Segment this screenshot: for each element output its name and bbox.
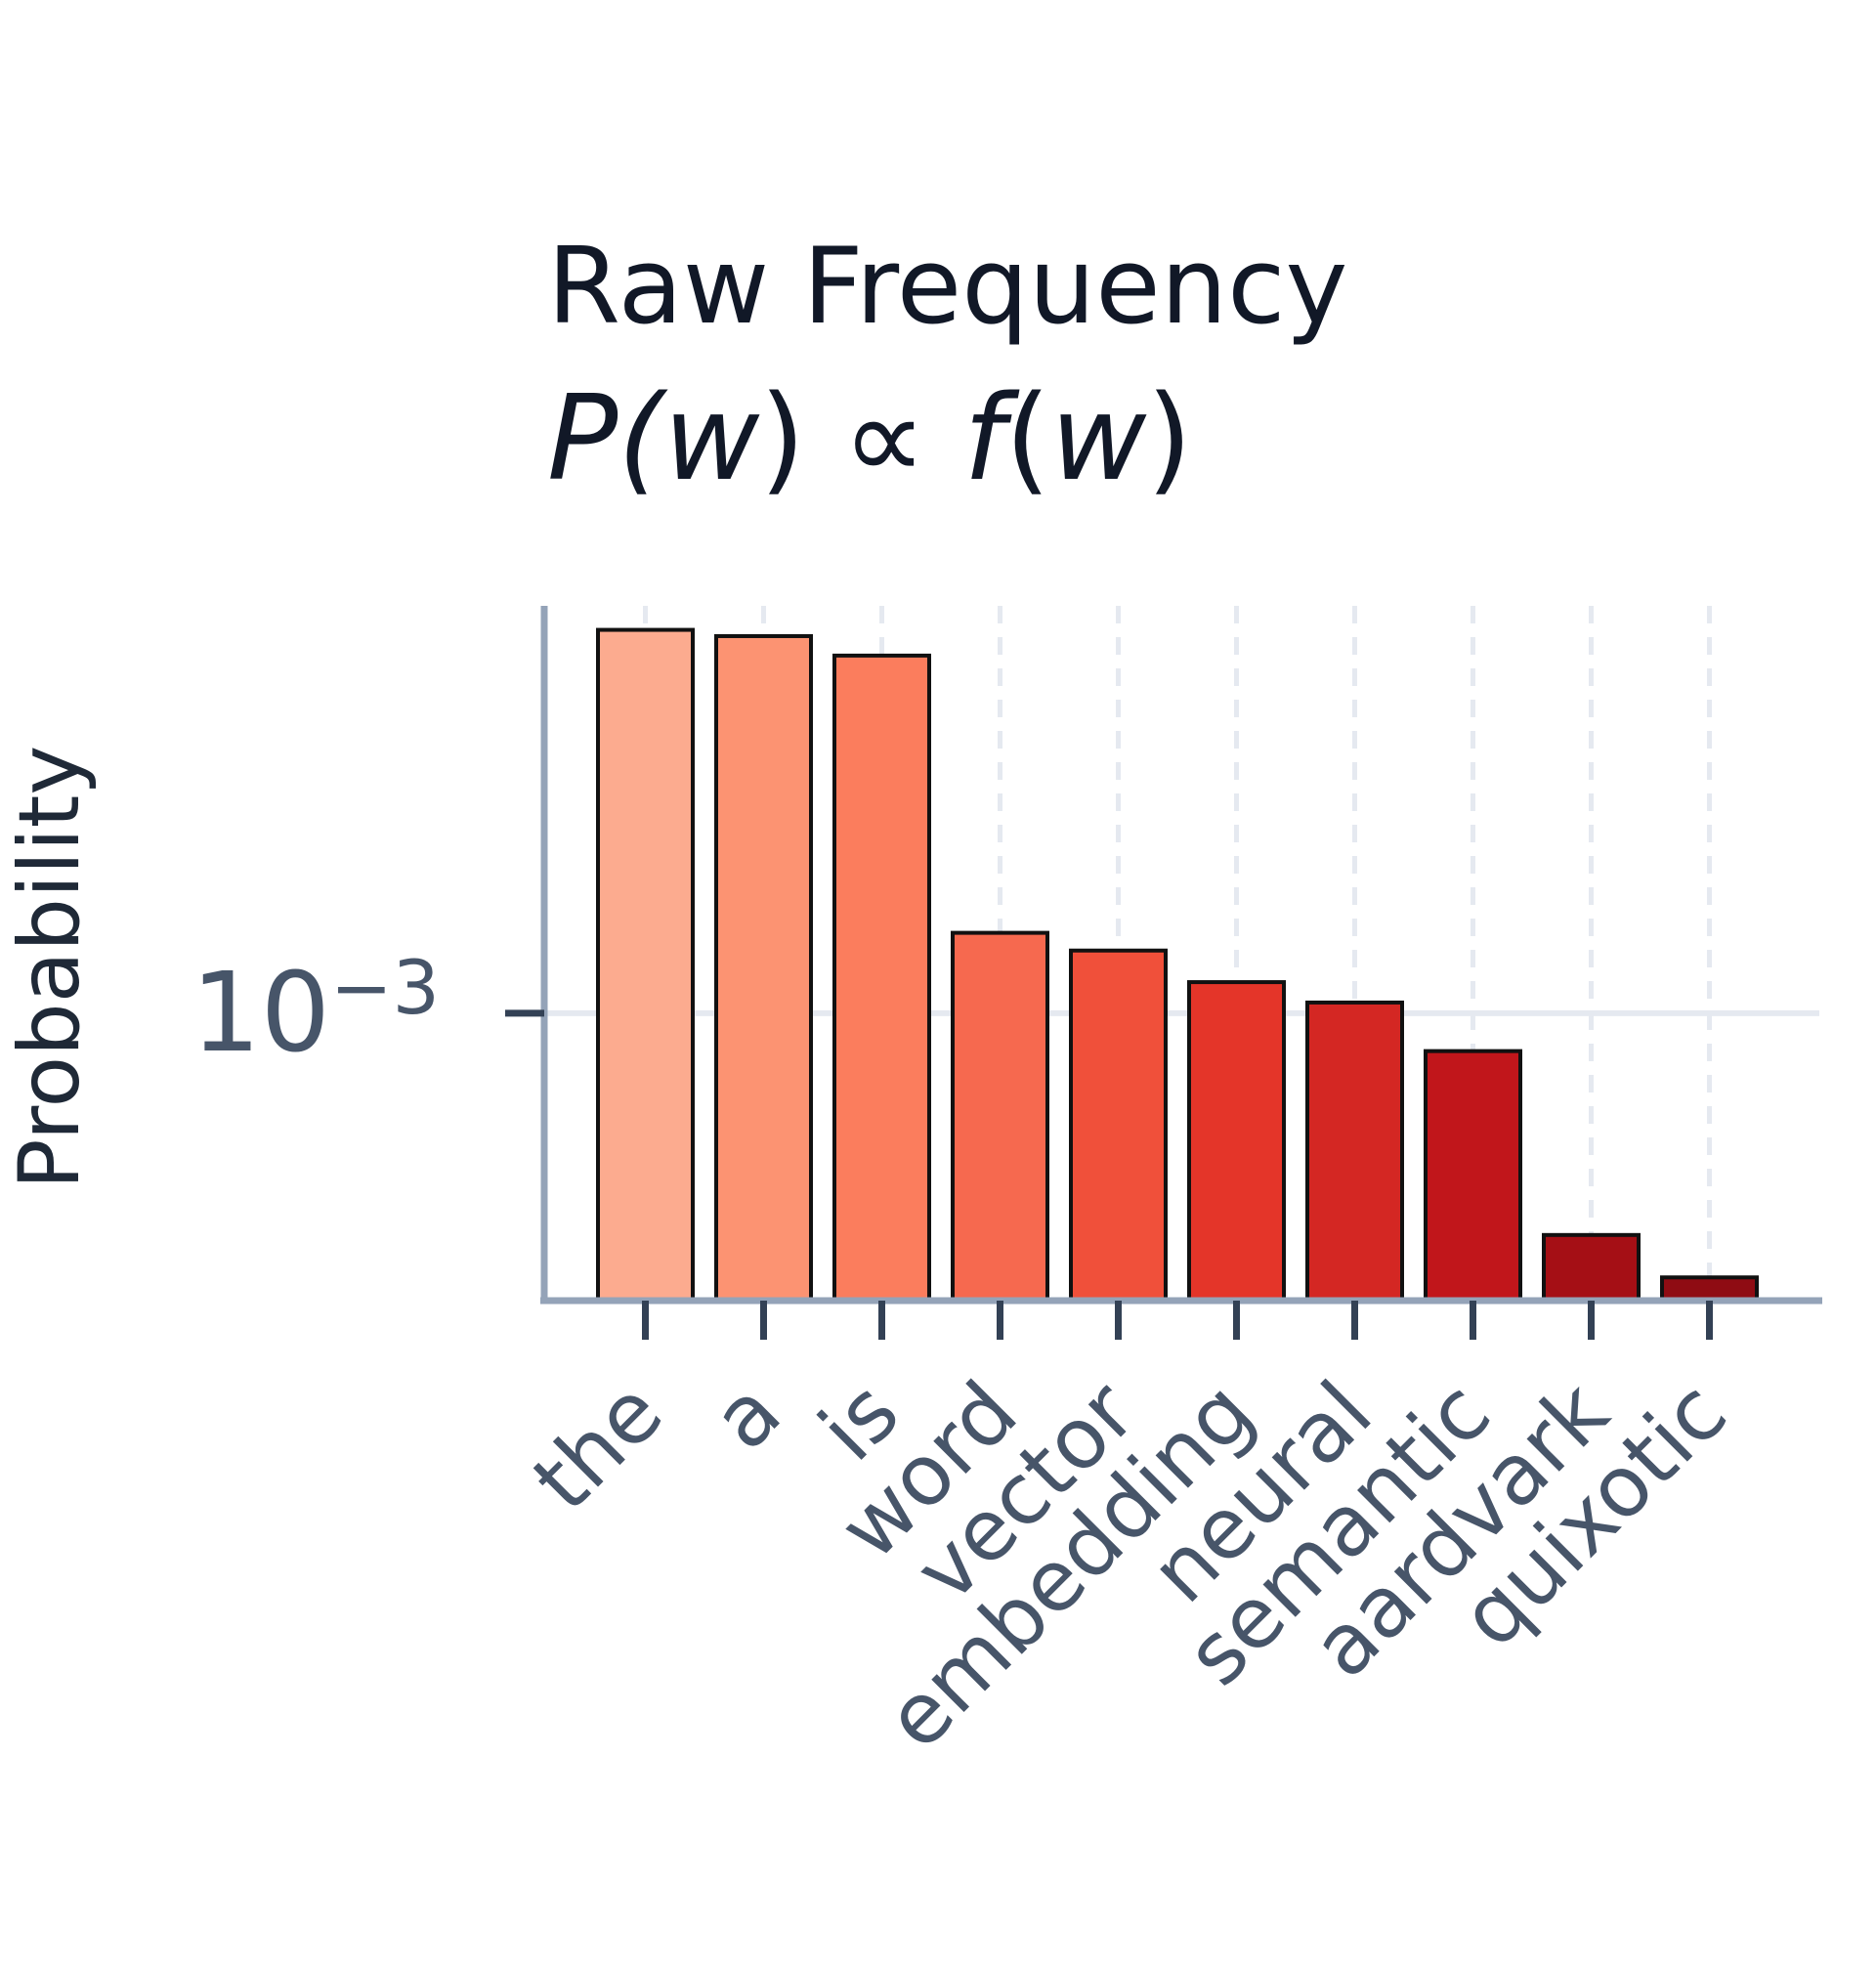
bar-embedding xyxy=(1187,980,1286,1303)
x-tick-label-the: the xyxy=(515,1363,682,1530)
y-tick-base: 10 xyxy=(191,950,330,1077)
bar-neural xyxy=(1305,1000,1404,1303)
chart-title: Raw Frequency xyxy=(547,226,1347,348)
subtitle-var2: w xyxy=(1050,371,1147,507)
bar-is xyxy=(832,653,931,1303)
bars xyxy=(596,627,1759,1304)
bar-quixotic xyxy=(1660,1275,1759,1303)
bar-word xyxy=(951,930,1049,1303)
y-axis-label: Probability xyxy=(1,746,99,1190)
bar-vector xyxy=(1069,948,1168,1303)
bar-aardvark xyxy=(1542,1232,1641,1303)
subtitle-paren-open: ( xyxy=(1004,371,1050,507)
subtitle-suffix: ) xyxy=(1146,371,1192,507)
subtitle-middle: ) ∝ xyxy=(759,371,963,507)
x-tick-label-a: a xyxy=(694,1363,799,1469)
bar-semantic xyxy=(1424,1049,1522,1304)
chart-subtitle: P(w) ∝ f(w) xyxy=(547,371,1192,507)
y-tick-exponent: −3 xyxy=(330,944,440,1031)
y-tick-label: 10−3 xyxy=(191,944,440,1077)
x-tick-labels: the a iswordvectorembeddingneuralsemantica… xyxy=(515,1363,1746,1769)
x-ticks xyxy=(642,1301,1713,1340)
subtitle-prefix: P( xyxy=(547,371,668,507)
bar-the xyxy=(596,627,695,1303)
subtitle-var1: w xyxy=(663,371,760,507)
bar-a xyxy=(714,633,813,1303)
